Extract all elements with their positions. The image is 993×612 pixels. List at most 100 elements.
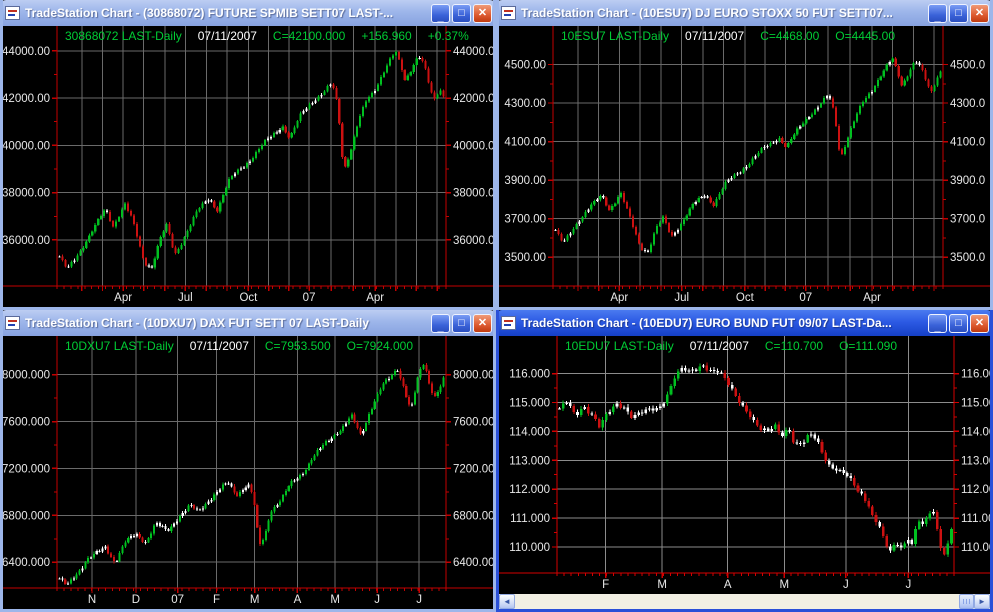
- svg-text:J: J: [416, 594, 422, 606]
- chart-window-spmib: TradeStation Chart - (30868072) FUTURE S…: [0, 0, 496, 310]
- svg-text:6800.000: 6800.000: [3, 510, 50, 522]
- minimize-button[interactable]: _: [431, 3, 450, 23]
- candlestick-chart[interactable]: 4500.00 4500.0 4300.00 4300.0 4100.00 4100.0 3…: [499, 26, 990, 307]
- chart-symbol-label: 30868072 LAST-Daily: [65, 29, 182, 43]
- maximize-button[interactable]: □: [949, 3, 968, 23]
- chart-window-bund: TradeStation Chart - (10EDU7) EURO BUND …: [496, 310, 993, 612]
- svg-text:40000.0: 40000.0: [453, 140, 493, 152]
- chart-date: 07/11/2007: [685, 29, 745, 43]
- svg-text:36000.00: 36000.00: [3, 235, 50, 247]
- svg-text:J: J: [843, 579, 849, 591]
- svg-text:4500.0: 4500.0: [950, 60, 985, 72]
- svg-text:110.000: 110.000: [509, 542, 550, 554]
- svg-text:44000.0: 44000.0: [453, 46, 493, 58]
- svg-text:110.00: 110.00: [961, 542, 990, 554]
- svg-text:D: D: [132, 594, 140, 606]
- window-titlebar[interactable]: TradeStation Chart - (10EDU7) EURO BUND …: [499, 310, 990, 336]
- tradestation-icon: [5, 316, 20, 330]
- chart-info-line: 10EDU7 LAST-Daily 07/11/2007 C=110.700 O=11…: [565, 339, 913, 353]
- window-title: TradeStation Chart - (10DXU7) DAX FUT SE…: [25, 316, 370, 330]
- svg-text:4100.0: 4100.0: [950, 137, 985, 149]
- maximize-button[interactable]: □: [949, 313, 968, 333]
- svg-text:Oct: Oct: [239, 292, 258, 304]
- chart-open-value: O=7924.000: [346, 339, 414, 353]
- svg-text:N: N: [88, 594, 96, 606]
- svg-text:112.000: 112.000: [509, 484, 550, 496]
- chart-symbol-label: 10ESU7 LAST-Daily: [561, 29, 670, 43]
- svg-text:38000.0: 38000.0: [453, 188, 493, 200]
- scrollbar-thumb[interactable]: [959, 594, 974, 609]
- chart-change-pct: +0.37%: [427, 29, 469, 43]
- svg-text:7200.000: 7200.000: [3, 463, 50, 475]
- svg-text:42000.0: 42000.0: [453, 93, 493, 105]
- svg-text:Apr: Apr: [610, 292, 628, 304]
- candlestick-chart[interactable]: 44000.00 44000.0 42000.00 42000.0 40000.00 40…: [3, 26, 493, 307]
- maximize-button[interactable]: □: [452, 313, 471, 333]
- svg-text:M: M: [779, 579, 789, 591]
- svg-text:115.00: 115.00: [961, 397, 990, 409]
- svg-text:113.000: 113.000: [509, 455, 550, 467]
- svg-text:J: J: [374, 594, 380, 606]
- svg-text:7200.00: 7200.00: [453, 463, 493, 475]
- chart-change-value: +156.960: [361, 29, 412, 43]
- window-titlebar[interactable]: TradeStation Chart - (10DXU7) DAX FUT SE…: [3, 310, 493, 336]
- chart-area[interactable]: 8000.000 8000.00 7600.000 7600.00 7200.000 72…: [3, 336, 493, 609]
- tradestation-icon: [501, 316, 516, 330]
- close-button[interactable]: ✕: [970, 313, 989, 333]
- svg-text:07: 07: [799, 292, 812, 304]
- svg-text:7600.000: 7600.000: [3, 417, 50, 429]
- chart-open-value: O=111.090: [839, 339, 897, 353]
- svg-text:07: 07: [171, 594, 184, 606]
- svg-text:111.000: 111.000: [510, 513, 550, 525]
- window-title: TradeStation Chart - (10ESU7) DJ EURO ST…: [521, 6, 893, 20]
- svg-text:4300.00: 4300.00: [504, 98, 546, 110]
- window-title: TradeStation Chart - (10EDU7) EURO BUND …: [521, 316, 892, 330]
- svg-text:A: A: [294, 594, 302, 606]
- svg-text:113.00: 113.00: [961, 455, 990, 467]
- chart-close-value: C=4468.00: [760, 29, 820, 43]
- chart-area[interactable]: 4500.00 4500.0 4300.00 4300.0 4100.00 4100.0 3…: [499, 26, 990, 307]
- chart-area[interactable]: 44000.00 44000.0 42000.00 42000.0 40000.00 40…: [3, 26, 493, 307]
- candlestick-chart[interactable]: 116.000 116.00 115.000 115.00 114.000 114.00 1…: [499, 336, 990, 594]
- svg-text:Jul: Jul: [674, 292, 689, 304]
- svg-text:115.000: 115.000: [509, 397, 550, 409]
- close-button[interactable]: ✕: [473, 313, 492, 333]
- svg-text:6400.00: 6400.00: [453, 557, 493, 569]
- maximize-button[interactable]: □: [452, 3, 471, 23]
- window-titlebar[interactable]: TradeStation Chart - (10ESU7) DJ EURO ST…: [499, 0, 990, 26]
- horizontal-scrollbar[interactable]: ◄ ►: [499, 594, 990, 609]
- svg-text:40000.00: 40000.00: [3, 140, 50, 152]
- svg-text:116.000: 116.000: [509, 369, 550, 381]
- chart-date: 07/11/2007: [189, 339, 249, 353]
- close-button[interactable]: ✕: [970, 3, 989, 23]
- svg-text:Jul: Jul: [178, 292, 193, 304]
- svg-text:42000.00: 42000.00: [3, 93, 50, 105]
- chart-area[interactable]: 116.000 116.00 115.000 115.00 114.000 114.00 1…: [499, 336, 990, 594]
- svg-text:4500.00: 4500.00: [504, 60, 546, 72]
- svg-text:36000.0: 36000.0: [453, 235, 493, 247]
- svg-text:4300.0: 4300.0: [950, 98, 985, 110]
- svg-text:07: 07: [303, 292, 316, 304]
- svg-text:3500.00: 3500.00: [504, 252, 546, 264]
- svg-text:M: M: [330, 594, 340, 606]
- chart-info-line: 10DXU7 LAST-Daily 07/11/2007 C=7953.500 O=7…: [65, 339, 429, 353]
- svg-text:J: J: [905, 579, 911, 591]
- window-titlebar[interactable]: TradeStation Chart - (30868072) FUTURE S…: [3, 0, 493, 26]
- candlestick-chart[interactable]: 8000.000 8000.00 7600.000 7600.00 7200.000 72…: [3, 336, 493, 609]
- scroll-left-icon[interactable]: ◄: [499, 594, 515, 609]
- minimize-button[interactable]: _: [431, 313, 450, 333]
- scroll-right-icon[interactable]: ►: [974, 594, 990, 609]
- minimize-button[interactable]: _: [928, 3, 947, 23]
- svg-text:3900.0: 3900.0: [950, 175, 985, 187]
- minimize-button[interactable]: _: [928, 313, 947, 333]
- svg-text:38000.00: 38000.00: [3, 188, 50, 200]
- svg-text:F: F: [602, 579, 609, 591]
- svg-text:4100.00: 4100.00: [504, 137, 546, 149]
- chart-close-value: C=7953.500: [264, 339, 331, 353]
- chart-window-dax: TradeStation Chart - (10DXU7) DAX FUT SE…: [0, 310, 496, 612]
- close-button[interactable]: ✕: [473, 3, 492, 23]
- svg-text:112.00: 112.00: [961, 484, 990, 496]
- svg-text:8000.00: 8000.00: [453, 370, 493, 382]
- svg-text:3700.0: 3700.0: [950, 214, 985, 226]
- chart-open-value: O=4445.00: [835, 29, 895, 43]
